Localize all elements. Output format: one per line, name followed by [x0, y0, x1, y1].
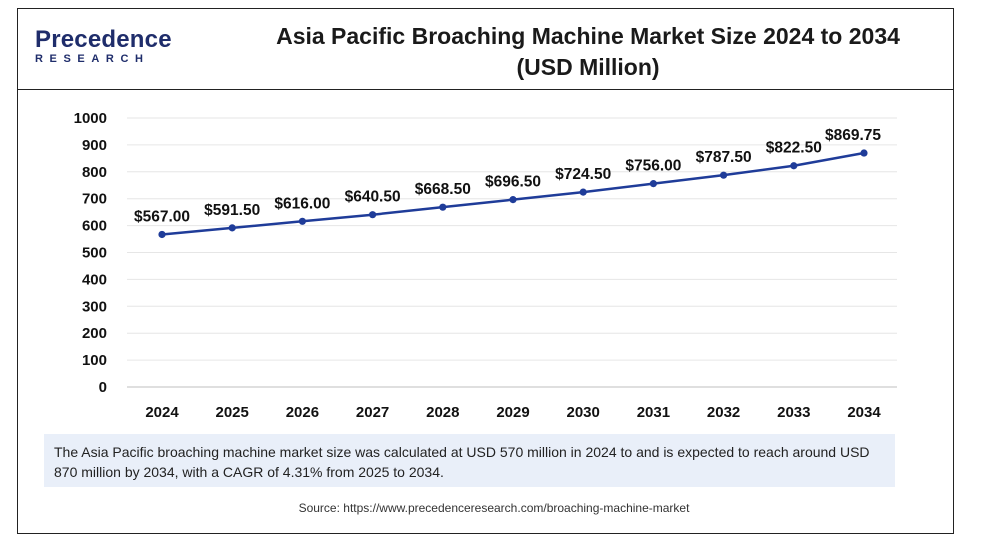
data-point-marker — [509, 196, 517, 204]
data-label: $640.50 — [345, 189, 401, 206]
x-tick-label: 2024 — [145, 404, 179, 421]
description-text: The Asia Pacific broaching machine marke… — [54, 444, 870, 480]
data-point-marker — [228, 224, 236, 232]
series-group — [158, 149, 868, 239]
y-tick-label: 700 — [82, 191, 107, 208]
source-note: Source: https://www.precedenceresearch.c… — [298, 501, 690, 515]
chart-title: Asia Pacific Broaching Machine Market Si… — [233, 21, 943, 83]
x-tick-label: 2028 — [426, 404, 459, 421]
data-label: $696.50 — [485, 174, 541, 191]
header-divider — [18, 89, 953, 90]
logo-main-text: Precedence — [35, 26, 172, 53]
y-tick-label: 600 — [82, 218, 107, 235]
description-box: The Asia Pacific broaching machine marke… — [44, 434, 895, 487]
data-point-marker — [649, 180, 658, 188]
data-point-marker — [158, 230, 166, 239]
y-axis-ticks: 0 100 200 300 400 500 600 700 800 900 1000 — [74, 110, 107, 396]
x-tick-label: 2032 — [707, 404, 740, 421]
gridlines — [127, 117, 897, 388]
y-tick-label: 0 — [99, 379, 107, 396]
x-tick-label: 2026 — [286, 404, 319, 421]
data-label: $822.50 — [766, 140, 822, 157]
x-tick-label: 2027 — [356, 404, 389, 421]
x-tick-label: 2034 — [847, 404, 881, 421]
x-tick-label: 2030 — [567, 404, 600, 421]
y-tick-label: 800 — [82, 164, 107, 181]
y-tick-label: 200 — [82, 325, 107, 342]
data-point-marker — [860, 149, 868, 157]
data-point-marker — [720, 171, 728, 179]
y-tick-label: 400 — [82, 271, 107, 288]
y-tick-label: 1000 — [74, 110, 107, 127]
y-tick-label: 900 — [82, 137, 107, 154]
x-tick-label: 2033 — [777, 404, 810, 421]
data-label: $756.00 — [625, 158, 681, 175]
chart-title-line2: (USD Million) — [516, 54, 660, 80]
data-point-marker — [369, 211, 377, 219]
y-tick-label: 500 — [82, 245, 107, 262]
data-label: $869.75 — [825, 127, 881, 144]
data-label: $668.50 — [415, 181, 471, 198]
y-tick-label: 300 — [82, 298, 107, 315]
data-label: $616.00 — [274, 195, 330, 212]
logo: Precedence RESEARCH — [35, 26, 172, 66]
x-tick-label: 2029 — [496, 404, 529, 421]
x-axis-ticks: 2024 2025 2026 2027 2028 2029 2030 2031 2032 2033… — [145, 404, 881, 421]
series-line — [161, 151, 865, 236]
chart-title-line1: Asia Pacific Broaching Machine Market Si… — [276, 23, 900, 49]
logo-sub-text: RESEARCH — [35, 53, 150, 65]
y-tick-label: 100 — [82, 352, 107, 369]
x-tick-label: 2031 — [637, 404, 670, 421]
x-tick-label: 2025 — [216, 404, 249, 421]
data-label: $724.50 — [555, 166, 611, 183]
data-labels: $567.00 $591.50 $616.00 $640.50 $668.50 $696.… — [134, 127, 881, 225]
data-label: $567.00 — [134, 208, 190, 225]
data-point-marker — [790, 162, 798, 170]
data-point-marker — [439, 203, 447, 211]
data-point-marker — [298, 217, 306, 225]
data-label: $787.50 — [696, 149, 752, 166]
data-label: $591.50 — [204, 202, 260, 219]
data-point-marker — [579, 188, 587, 196]
